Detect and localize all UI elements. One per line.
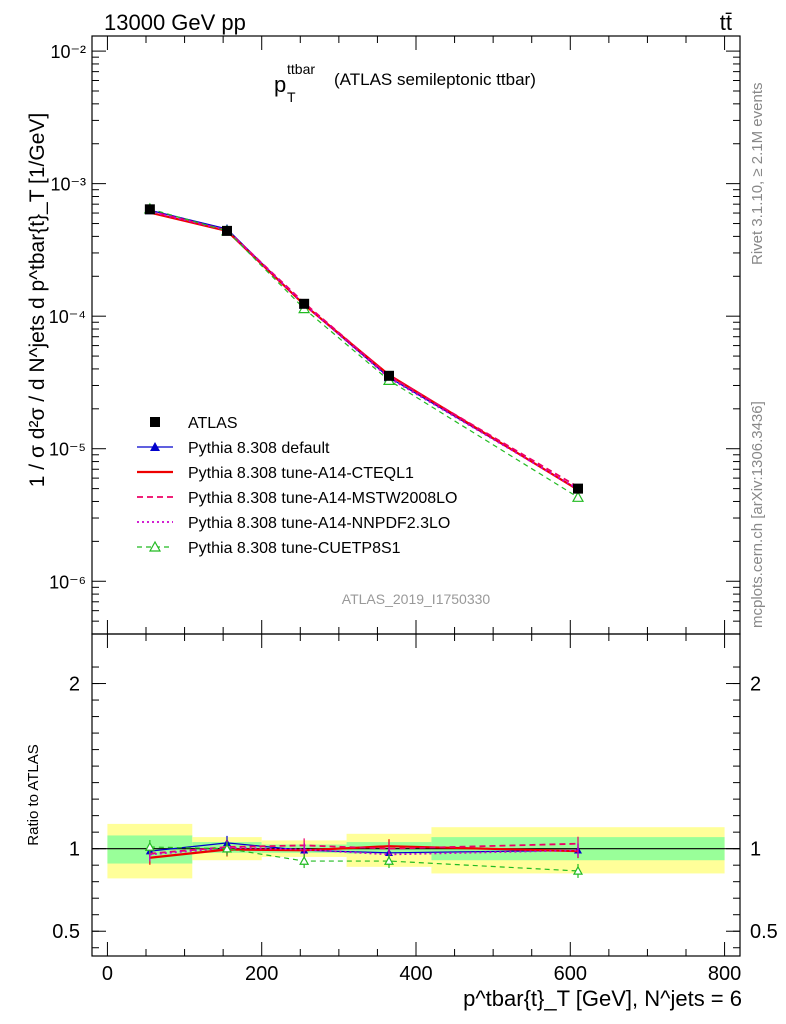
legend-marker-atlas — [150, 417, 160, 427]
atlas-data-point — [573, 483, 583, 494]
title-sup: ttbar — [287, 61, 315, 77]
process-label: tt̄ — [720, 10, 732, 35]
ratio-ytick-label-right: 2 — [750, 674, 761, 696]
ratio-frame — [91, 633, 741, 957]
atlas-data-point — [299, 298, 310, 309]
legend-label: Pythia 8.308 tune-A14-NNPDF2.3LO — [188, 515, 450, 532]
rivet-label: Rivet 3.1.10, ≥ 2.1M events — [749, 83, 766, 266]
ratio-ytick-label: 0.5 — [52, 921, 80, 943]
main-ytick-label: 10⁻² — [50, 42, 86, 62]
title-sub: T — [287, 89, 296, 105]
main-ytick-label: 10⁻⁴ — [49, 307, 86, 327]
legend: ATLAS Pythia 8.308 default Pythia 8.308 tu… — [137, 415, 457, 557]
legend-label: Pythia 8.308 tune-A14-MSTW2008LO — [188, 490, 457, 507]
main-ytick-label: 10⁻³ — [50, 175, 86, 195]
main-title: p ttbar T (ATLAS semileptonic ttbar) — [274, 61, 536, 105]
main-ytick-label: 10⁻⁵ — [49, 440, 86, 460]
xtick-label: 400 — [399, 963, 432, 985]
legend-label: ATLAS — [188, 415, 238, 432]
atlas-data-point — [384, 370, 394, 381]
ratio-ylabel: Ratio to ATLAS — [25, 744, 42, 845]
legend-marker — [150, 442, 160, 451]
title-rest: (ATLAS semileptonic ttbar) — [334, 70, 536, 89]
main-ytick-label: 10⁻⁶ — [49, 572, 86, 592]
xtick-label: 800 — [708, 963, 741, 985]
legend-label: Pythia 8.308 default — [188, 440, 330, 457]
xtick-label: 0 — [102, 963, 113, 985]
legend-label: Pythia 8.308 tune-CUETP8S1 — [188, 540, 401, 557]
analysis-label: ATLAS_2019_I1750330 — [342, 591, 491, 607]
main-ylabel: 1 / σ d²σ / d N^jets d p^tbar{t}_T [1/Ge… — [26, 113, 49, 487]
xtick-label: 600 — [554, 963, 587, 985]
ratio-ytick-label-right: 0.5 — [750, 921, 778, 943]
xtick-label: 200 — [245, 963, 278, 985]
xlabel: p^tbar{t}_T [GeV], N^jets = 6 — [463, 986, 742, 1011]
mcplots-label: mcplots.cern.ch [arXiv:1306.3436] — [749, 401, 766, 628]
ratio-ytick-label: 1 — [69, 839, 80, 861]
legend-marker — [148, 540, 162, 552]
ratio-series-marker — [144, 841, 155, 851]
ratio-ytick-label: 2 — [69, 674, 80, 696]
ratio-ytick-label-right: 1 — [750, 839, 761, 861]
ratio-series-marker — [383, 855, 395, 865]
atlas-data-point — [144, 204, 155, 215]
atlas-data-point — [222, 225, 232, 236]
ratio-series-marker — [299, 855, 310, 865]
energy-label: 13000 GeV pp — [104, 10, 246, 35]
ratio-series-marker — [572, 865, 584, 875]
ratio-series-marker — [221, 843, 233, 853]
title-main: p — [274, 72, 286, 97]
main-series-marker — [571, 491, 585, 502]
legend-label: Pythia 8.308 tune-A14-CTEQL1 — [188, 465, 414, 482]
ratio-series-line — [149, 846, 579, 856]
ratio-panel: 0.5 0.5 1 1 2 2 0 200 400 600 800 — [52, 633, 778, 985]
